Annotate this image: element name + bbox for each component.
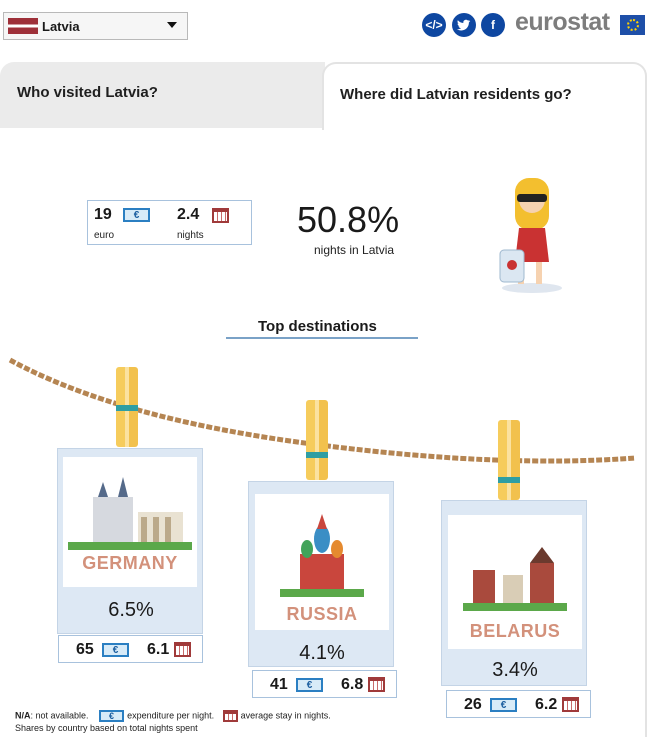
- germany-photo: GERMANY: [63, 457, 197, 587]
- country-label: Latvia: [42, 18, 80, 34]
- destination-name: BELARUS: [469, 621, 561, 641]
- calendar-legend-text: average stay in nights.: [240, 710, 331, 721]
- clothespin-icon: [306, 400, 328, 480]
- summary-box: 19 € euro 2.4 nights: [87, 200, 252, 245]
- traveler-illustration: [499, 178, 562, 293]
- stay-value: 6.1: [147, 641, 170, 658]
- stay-value: 6.2: [535, 696, 558, 713]
- top-destinations-title: Top destinations: [258, 318, 377, 335]
- tab-where-residents-went-label: Where did Latvian residents go?: [340, 86, 572, 103]
- title-underline: [226, 337, 418, 339]
- destination-share: 6.5%: [108, 599, 154, 621]
- clothespin-band: [116, 405, 138, 411]
- clothespin-icon: [498, 420, 520, 500]
- chevron-down-icon[interactable]: [167, 22, 177, 28]
- destination-stats-belarus: 26 € 6.2: [446, 690, 591, 718]
- euro-value: 19: [94, 206, 112, 223]
- destination-share: 4.1%: [299, 642, 345, 664]
- clothespin-band: [498, 477, 520, 483]
- euro-value: 26: [464, 696, 482, 713]
- nights-label: nights: [177, 230, 204, 241]
- euro-legend-text: expenditure per night.: [127, 710, 215, 721]
- latvia-flag-icon: [8, 18, 38, 34]
- facebook-icon[interactable]: f: [481, 13, 505, 37]
- russia-landmark-icon: [280, 514, 364, 597]
- euro-icon: €: [296, 678, 323, 692]
- stay-value: 6.8: [341, 676, 364, 693]
- twitter-icon[interactable]: [452, 13, 476, 37]
- country-select[interactable]: Latvia: [3, 12, 188, 40]
- euro-icon: €: [490, 698, 517, 712]
- destination-stats-germany: 65 € 6.1: [58, 635, 203, 663]
- euro-icon: €: [102, 643, 129, 657]
- na-label: N/A: [15, 710, 31, 721]
- destination-name: RUSSIA: [286, 604, 358, 624]
- eurostat-logo: eurostat: [515, 8, 610, 36]
- russia-photo: RUSSIA: [255, 494, 389, 630]
- embed-icon[interactable]: </>: [422, 13, 446, 37]
- destination-share: 3.4%: [492, 659, 538, 681]
- calendar-icon: [368, 677, 385, 692]
- destination-name: GERMANY: [82, 553, 178, 573]
- destination-card-russia[interactable]: RUSSIA 4.1%: [248, 481, 394, 667]
- euro-value: 65: [76, 641, 94, 658]
- legend: N/A: not available. € expenditure per nig…: [15, 710, 331, 722]
- calendar-icon: [562, 697, 579, 712]
- nights-share-label: nights in Latvia: [314, 243, 395, 257]
- calendar-icon: [174, 642, 191, 657]
- belarus-photo: BELARUS: [448, 515, 582, 649]
- calendar-icon: [222, 710, 238, 722]
- tab-who-visited[interactable]: Who visited Latvia?: [0, 62, 325, 130]
- legend-note: Shares by country based on total nights …: [15, 723, 198, 733]
- tab-who-visited-label: Who visited Latvia?: [17, 84, 158, 101]
- eu-flag-icon: [620, 15, 645, 35]
- na-text: : not available.: [30, 710, 89, 721]
- nights-value: 2.4: [177, 206, 200, 223]
- tab-where-residents-went[interactable]: Where did Latvian residents go?: [322, 62, 647, 130]
- clothespin-band: [306, 452, 328, 458]
- destination-stats-russia: 41 € 6.8: [252, 670, 397, 698]
- destination-card-belarus[interactable]: BELARUS 3.4%: [441, 500, 587, 686]
- germany-landmark-icon: [68, 477, 192, 550]
- euro-label: euro: [94, 230, 115, 241]
- euro-icon: €: [123, 208, 150, 222]
- belarus-landmark-icon: [463, 547, 567, 611]
- nights-share-value: 50.8%: [297, 199, 400, 240]
- euro-value: 41: [270, 676, 288, 693]
- destination-card-germany[interactable]: GERMANY 6.5%: [57, 448, 203, 634]
- calendar-icon: [212, 208, 229, 223]
- euro-icon: €: [99, 710, 125, 722]
